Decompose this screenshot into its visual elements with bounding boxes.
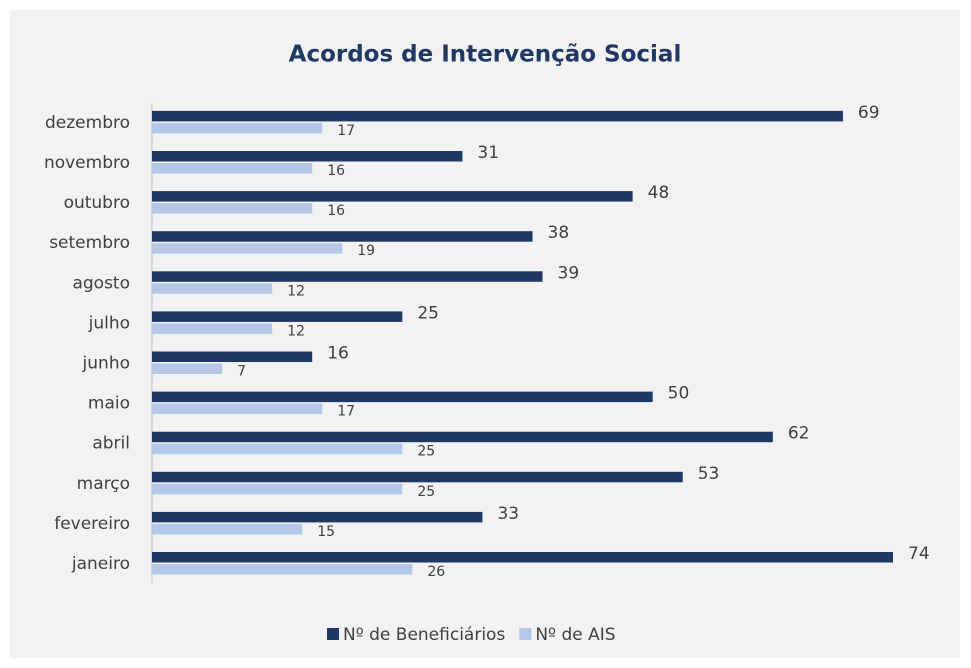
y-tick-label: outubro — [64, 193, 130, 213]
data-label: 25 — [417, 444, 435, 460]
bar — [152, 323, 273, 334]
data-label: 15 — [317, 524, 335, 540]
data-label: 12 — [287, 323, 305, 339]
y-tick-label: janeiro — [71, 554, 130, 574]
bar — [152, 311, 403, 322]
data-label: 16 — [327, 344, 349, 364]
data-label: 38 — [548, 223, 570, 243]
y-tick-label: maio — [88, 394, 130, 414]
bar — [152, 151, 463, 162]
data-label: 62 — [788, 424, 810, 444]
bar — [152, 363, 223, 374]
bar — [152, 122, 323, 134]
y-tick-label: abril — [92, 434, 130, 454]
data-label: 50 — [668, 384, 690, 404]
data-label: 16 — [327, 203, 345, 219]
data-label: 69 — [858, 103, 880, 123]
y-tick-label: dezembro — [45, 113, 130, 133]
bar — [152, 110, 843, 122]
bar — [152, 523, 303, 535]
y-tick-label: novembro — [44, 153, 130, 173]
data-label: 74 — [908, 544, 930, 564]
chart-title: Acordos de Intervenção Social — [289, 42, 682, 68]
bar — [152, 511, 483, 523]
bar — [152, 391, 653, 403]
bar — [152, 552, 893, 563]
data-label: 12 — [287, 283, 305, 299]
bar — [152, 203, 313, 214]
bar — [152, 564, 413, 575]
y-tick-label: agosto — [72, 273, 130, 293]
legend-label: Nº de Beneficiários — [343, 625, 505, 645]
legend-swatch — [519, 628, 532, 640]
data-label: 25 — [417, 484, 435, 500]
bar — [152, 483, 403, 495]
data-label: 48 — [648, 183, 670, 203]
data-label: 7 — [237, 364, 246, 380]
legend-swatch — [327, 628, 339, 640]
bar — [152, 271, 543, 282]
data-label: 26 — [427, 564, 445, 580]
bar — [152, 431, 773, 443]
data-label: 25 — [417, 303, 439, 323]
data-label: 33 — [497, 504, 519, 524]
data-label: 31 — [477, 143, 499, 163]
bar — [152, 243, 343, 254]
y-tick-label: julho — [88, 313, 130, 333]
data-label: 17 — [337, 404, 355, 420]
bar — [152, 351, 313, 362]
bar — [152, 191, 633, 202]
data-label: 19 — [357, 243, 375, 259]
y-tick-label: setembro — [49, 233, 130, 253]
bar — [152, 163, 313, 174]
data-label: 39 — [558, 263, 580, 283]
y-tick-label: março — [77, 474, 130, 494]
bar — [152, 471, 683, 483]
bar — [152, 443, 403, 455]
data-label: 17 — [337, 123, 355, 139]
bar — [152, 283, 273, 294]
legend-label: Nº de AIS — [535, 625, 615, 645]
data-label: 16 — [327, 163, 345, 179]
y-tick-label: junho — [82, 354, 130, 374]
data-label: 53 — [698, 464, 720, 484]
y-tick-label: fevereiro — [54, 514, 130, 534]
bar — [152, 231, 533, 242]
bar — [152, 403, 323, 415]
